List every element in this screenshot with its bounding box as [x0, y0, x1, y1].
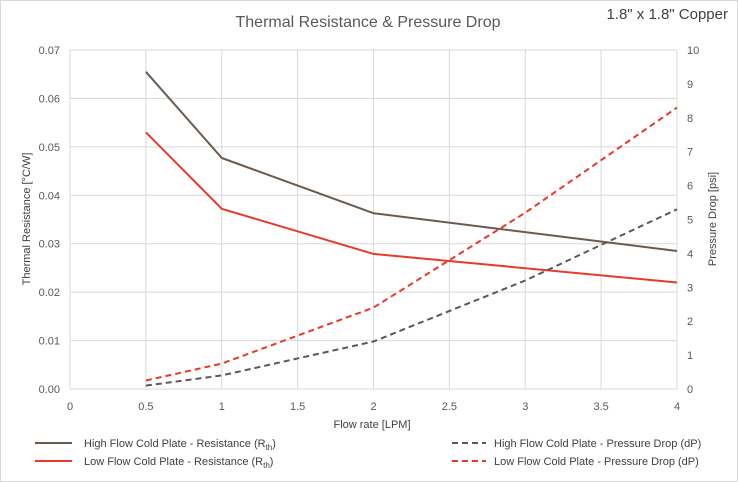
- x-tick-label: 3: [522, 401, 528, 413]
- y-axis-left-label: Thermal Resistance [°C/W]: [21, 153, 33, 286]
- legend-label: High Flow Cold Plate - Resistance (Rth): [84, 438, 276, 452]
- y-right-tick-label: 2: [687, 316, 693, 328]
- x-axis-label: Flow rate [LPM]: [333, 419, 410, 431]
- y-left-tick-label: 0.02: [39, 287, 60, 299]
- y-right-tick-label: 10: [687, 45, 699, 57]
- y-right-tick-label: 6: [687, 181, 693, 193]
- x-tick-label: 4: [674, 401, 680, 413]
- y-left-tick-label: 0.04: [39, 190, 60, 202]
- legend-item-high-flow-pressure-drop: High Flow Cold Plate - Pressure Drop (dP…: [452, 438, 701, 450]
- legend-item-low-flow-resistance: Low Flow Cold Plate - Resistance (Rth): [35, 456, 273, 470]
- legend-label: Low Flow Cold Plate - Resistance (Rth): [84, 456, 273, 470]
- chart-title: Thermal Resistance & Pressure Drop: [236, 14, 501, 31]
- x-tick-label: 1.5: [290, 401, 305, 413]
- y-left-tick-label: 0.07: [39, 45, 60, 57]
- series-lines: [145, 71, 678, 387]
- y-left-tick-label: 0.05: [39, 142, 60, 154]
- x-tick-label: 1: [219, 401, 225, 413]
- y-axis-right-label: Pressure Drop [psi]: [707, 172, 719, 266]
- legend-item-low-flow-pressure-drop: Low Flow Cold Plate - Pressure Drop (dP): [452, 456, 699, 468]
- x-tick-label: 3.5: [593, 401, 608, 413]
- y-right-tick-label: 0: [687, 384, 693, 396]
- y-left-tick-label: 0.01: [39, 336, 60, 348]
- gridlines: [69, 49, 678, 390]
- y-right-tick-label: 4: [687, 248, 693, 260]
- y-right-tick-label: 9: [687, 79, 693, 91]
- series-line-4: [145, 106, 678, 382]
- x-tick-label: 2.5: [442, 401, 457, 413]
- y-left-tick-label: 0.00: [39, 384, 60, 396]
- y-left-tick-label: 0.03: [39, 239, 60, 251]
- x-tick-label: 0.5: [138, 401, 153, 413]
- corner-label: 1.8" x 1.8" Copper: [606, 6, 728, 23]
- legend: High Flow Cold Plate - Resistance (Rth) …: [35, 438, 701, 470]
- x-tick-label: 0: [67, 401, 73, 413]
- series-line-1: [145, 71, 678, 252]
- series-line-3: [145, 208, 678, 387]
- y-right-tick-label: 5: [687, 215, 693, 227]
- x-tick-label: 2: [370, 401, 376, 413]
- legend-item-high-flow-resistance: High Flow Cold Plate - Resistance (Rth): [35, 438, 276, 452]
- y-left-tick-label: 0.06: [39, 93, 60, 105]
- legend-label: Low Flow Cold Plate - Pressure Drop (dP): [494, 456, 699, 468]
- tick-labels: 0.00 0.01 0.02 0.03 0.04 0.05 0.06 0.07 0 0.5 1 1.5…: [39, 45, 700, 413]
- series-line-2: [145, 131, 678, 284]
- legend-label: High Flow Cold Plate - Pressure Drop (dP…: [494, 438, 701, 450]
- y-right-tick-label: 7: [687, 147, 693, 159]
- y-right-tick-label: 3: [687, 282, 693, 294]
- y-right-tick-label: 8: [687, 113, 693, 125]
- y-right-tick-label: 1: [687, 350, 693, 362]
